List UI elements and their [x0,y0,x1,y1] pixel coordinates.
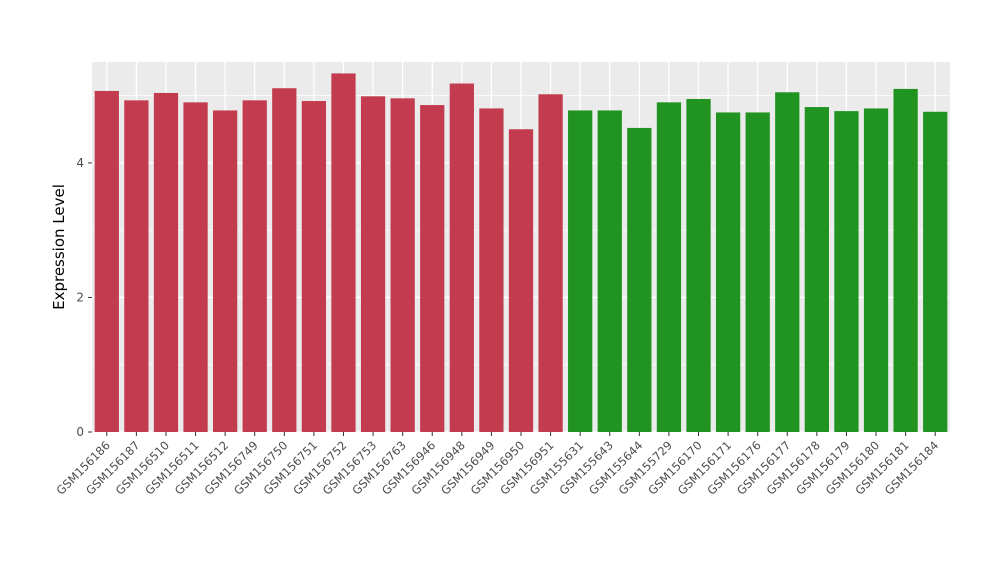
bar [242,100,267,432]
bar [94,90,119,433]
bar [479,108,504,433]
bar [183,102,208,433]
bar [686,99,711,432]
bar [568,110,593,432]
bar [538,94,563,432]
y-axis-title: Expression Level [50,184,68,310]
bar [656,102,682,433]
bar [301,101,327,433]
bar [213,110,238,432]
bar [597,110,622,432]
bar [627,127,652,433]
bar [124,100,149,432]
bar [508,129,534,432]
bar [360,96,386,432]
bar [153,92,179,432]
bar [923,111,948,432]
bar [272,88,297,433]
bar [834,111,859,433]
bar [420,105,445,433]
bar [863,108,889,433]
bar [804,107,829,432]
bar [390,98,415,432]
y-tick-label: 0 [76,425,84,439]
bar [893,88,918,432]
bar [715,112,741,432]
bar [331,73,356,432]
bar [449,83,474,432]
bar [775,92,800,433]
y-tick-label: 2 [76,290,84,304]
bar [745,112,770,432]
y-tick-label: 4 [76,156,84,170]
